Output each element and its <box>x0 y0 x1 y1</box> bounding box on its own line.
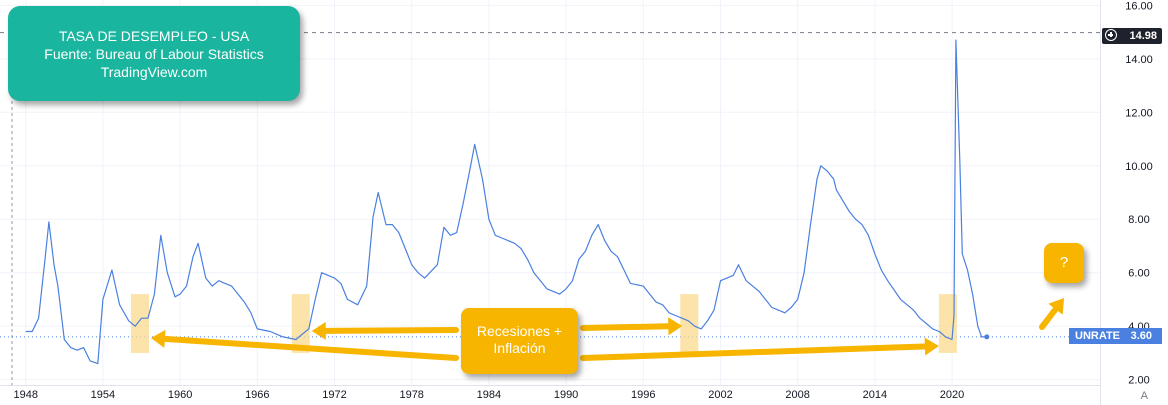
auto-scale-button[interactable]: A <box>1140 390 1148 402</box>
x-tick-label: 2002 <box>708 389 732 401</box>
arrow-to-1969 <box>322 327 459 334</box>
x-tick-label: 1978 <box>399 389 423 401</box>
series-layer <box>25 39 990 365</box>
y-tick-label: 2.00 <box>1128 375 1149 387</box>
series-last-point <box>984 334 990 340</box>
chart-platform: TradingView.com <box>100 64 208 80</box>
x-tick-label: 1996 <box>631 389 655 401</box>
y-tick-label: 14.00 <box>1125 54 1153 66</box>
arrow-to-question <box>1039 306 1059 330</box>
recession-highlight-box <box>291 294 310 353</box>
arrow-to-1999-head <box>668 317 683 336</box>
arrow-to-question-head <box>1048 298 1064 315</box>
x-tick-label: 2014 <box>863 389 887 401</box>
chart-title: TASA DE DESEMPLEO - USA <box>58 28 250 44</box>
x-tick-label: 2008 <box>785 389 809 401</box>
callout-line-2: Inflación <box>493 340 546 356</box>
series-symbol: UNRATE <box>1075 330 1121 342</box>
x-tick-label: 1948 <box>13 389 37 401</box>
plus-circle-icon[interactable] <box>1105 29 1117 41</box>
y-tick-label: 10.00 <box>1125 161 1153 173</box>
callout-line-1: Recesiones + <box>476 323 563 339</box>
max-price-value: 14.98 <box>1129 30 1157 42</box>
last-price-label[interactable]: UNRATE 3.60 <box>1069 328 1162 344</box>
x-tick-label: 1990 <box>554 389 578 401</box>
x-tick-label: 1966 <box>245 389 269 401</box>
y-tick-label: 12.00 <box>1125 107 1153 119</box>
max-price-label[interactable]: 14.98 <box>1102 28 1162 44</box>
recession-highlight-box <box>680 294 699 353</box>
y-tick-label: 6.00 <box>1128 268 1149 280</box>
series-line-unrate <box>25 39 987 365</box>
x-tick-label: 1954 <box>91 389 115 401</box>
arrow-to-1999 <box>580 323 672 331</box>
arrow-to-1956-head <box>150 329 166 348</box>
chart-title-box: TASA DE DESEMPLEO - USA Fuente: Bureau o… <box>8 6 300 101</box>
arrow-to-2019 <box>580 343 928 361</box>
y-tick-label: 16.00 <box>1125 0 1153 12</box>
last-price-value: 3.60 <box>1130 330 1152 342</box>
annotation-arrows <box>150 298 1064 361</box>
chart-source: Fuente: Bureau of Labour Statistics <box>44 46 264 62</box>
x-tick-label: 1960 <box>168 389 192 401</box>
y-tick-label: 8.00 <box>1128 214 1149 226</box>
arrow-to-2019-head <box>924 337 939 356</box>
recession-highlight-box <box>130 294 149 353</box>
arrow-to-1969-head <box>311 321 326 340</box>
arrow-to-1956 <box>161 335 459 361</box>
x-tick-label: 1984 <box>477 389 501 401</box>
question-callout: ? <box>1044 243 1084 283</box>
recession-inflation-callout: Recesiones + Inflación <box>461 308 578 374</box>
x-tick-label: 1972 <box>322 389 346 401</box>
x-tick-label: 2020 <box>940 389 964 401</box>
